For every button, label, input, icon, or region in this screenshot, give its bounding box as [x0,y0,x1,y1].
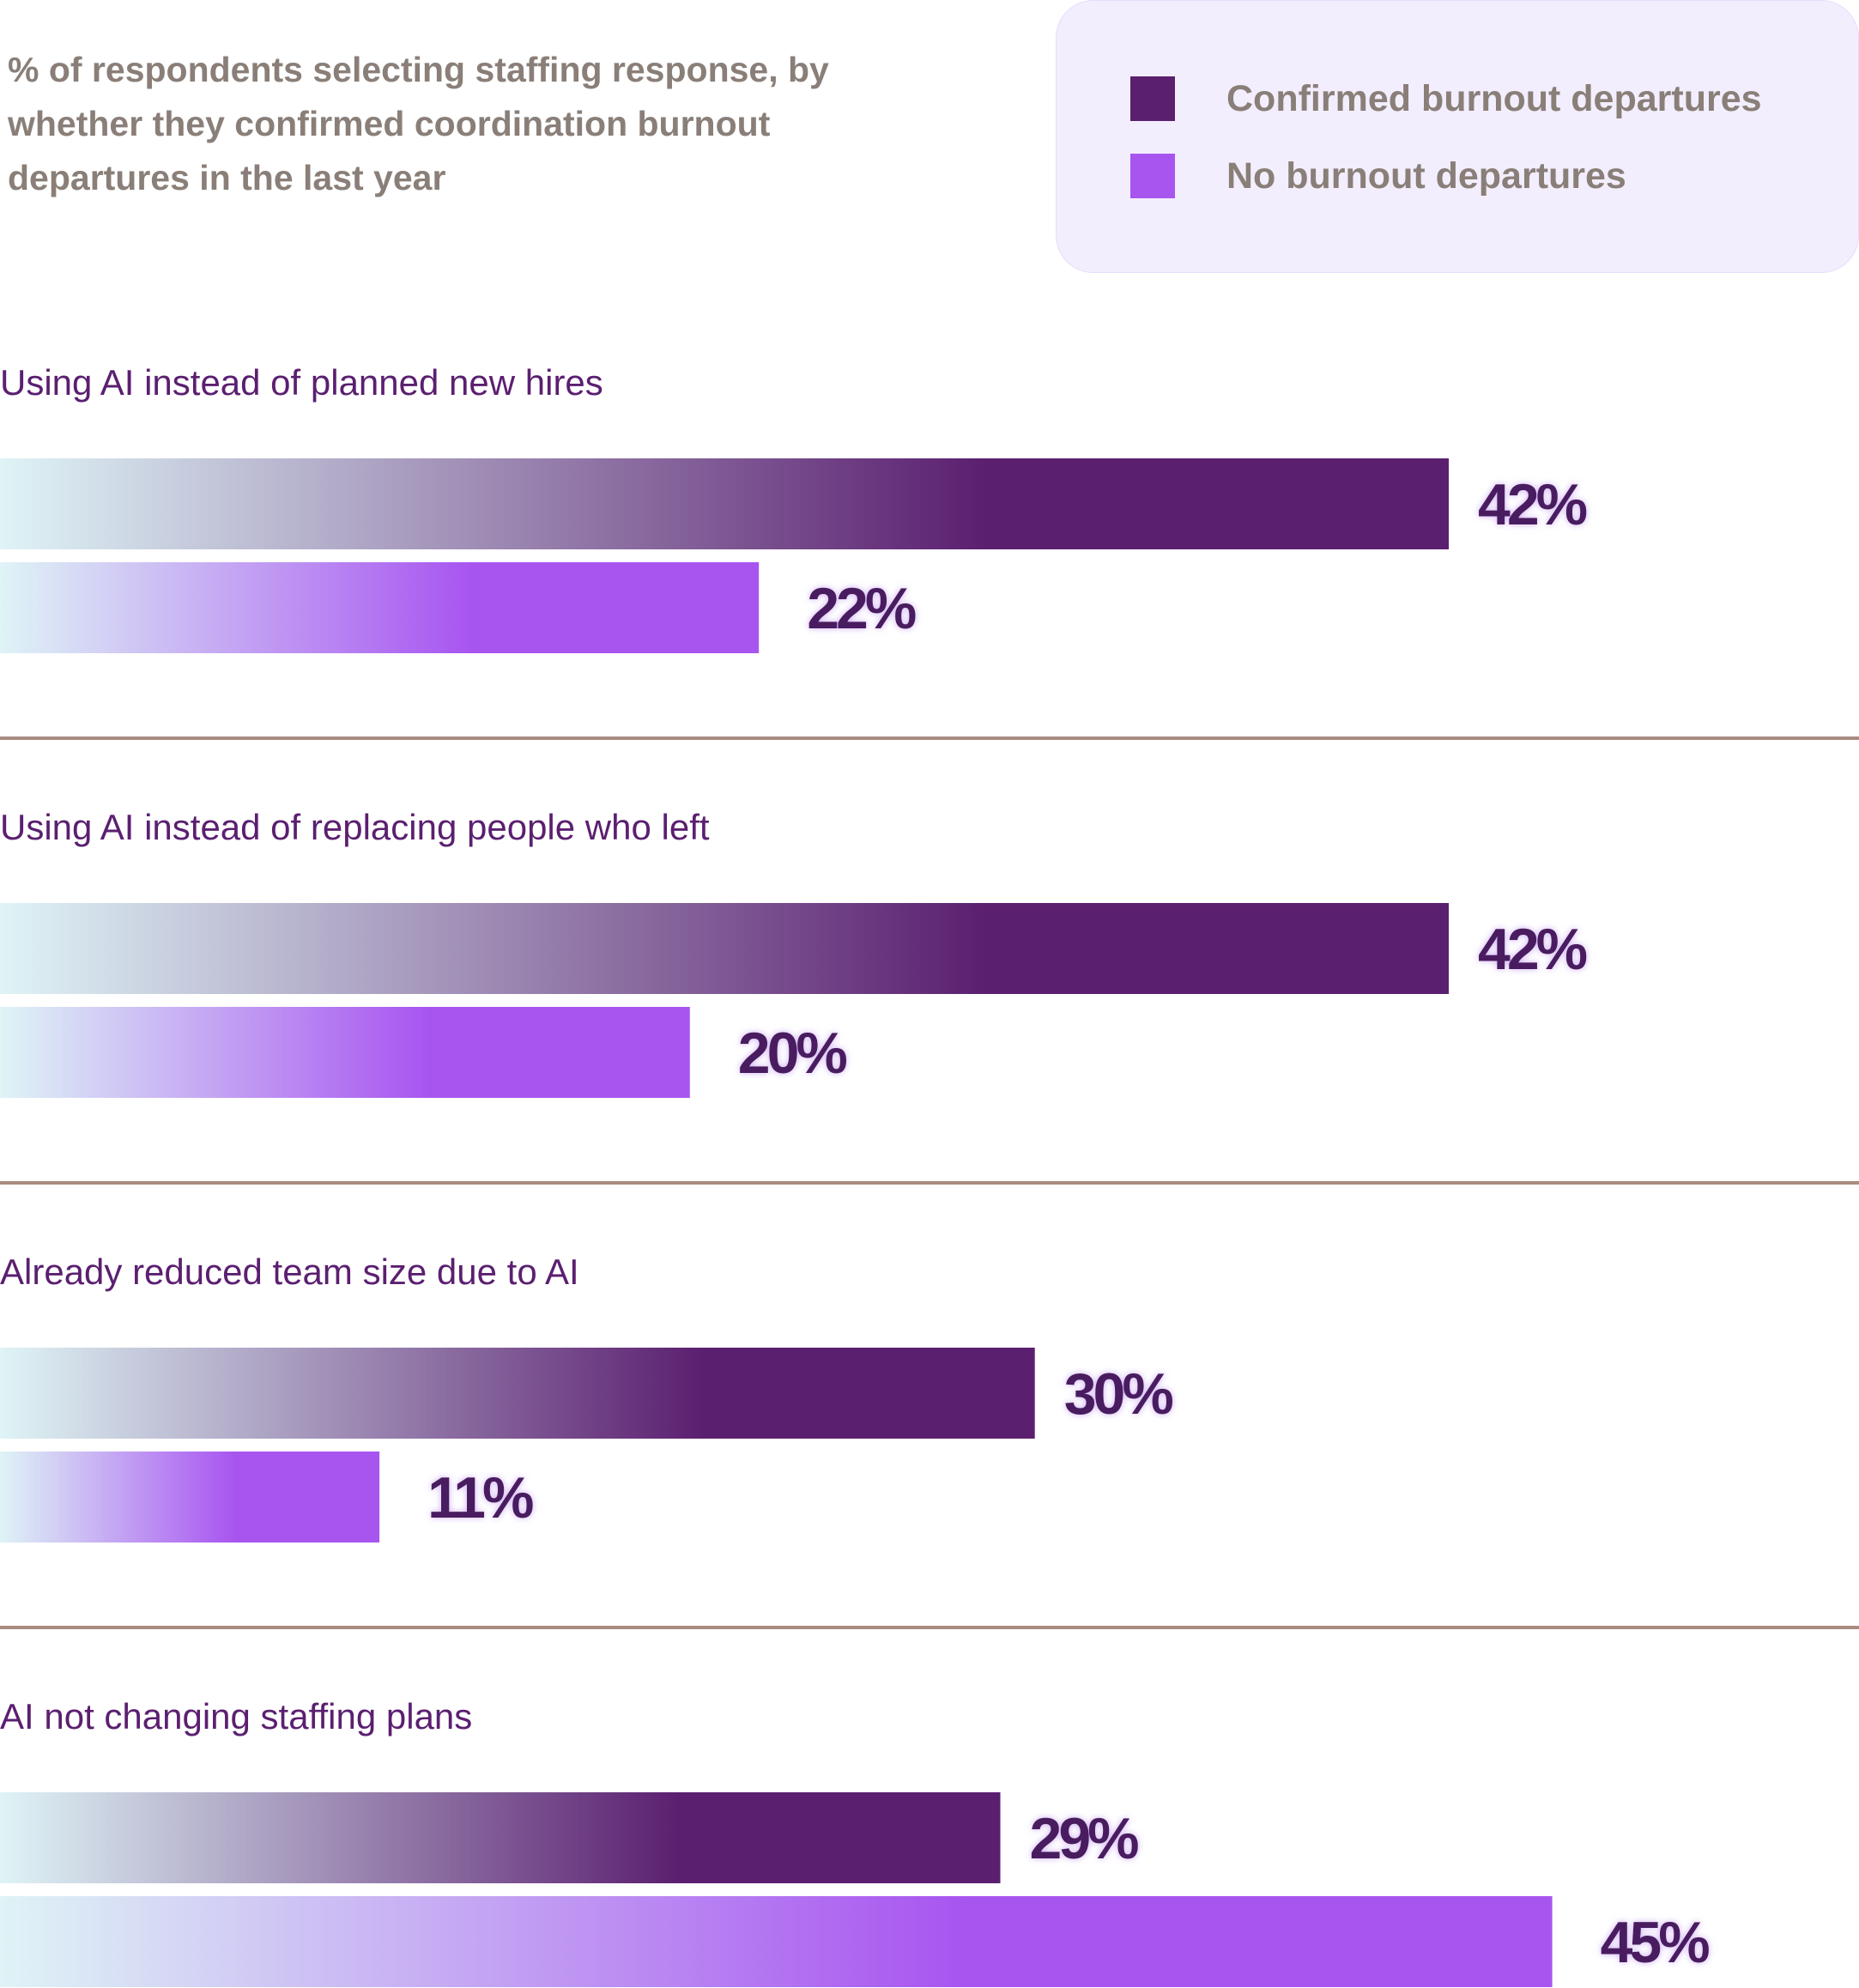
bar-confirmed-0 [0,458,1449,549]
bar-confirmed-2 [0,1348,1035,1439]
value-label-confirmed-1: 42% [1478,917,1587,982]
value-label-none-1: 20% [738,1021,847,1086]
bar-confirmed-1 [0,903,1449,994]
value-label-confirmed-0: 42% [1478,472,1587,537]
bar-none-0 [0,562,760,653]
value-label-none-2: 11% [427,1465,533,1530]
bar-none-3 [0,1896,1553,1987]
chart-subtitle: % of respondents selecting staffing resp… [8,50,829,197]
category-label-1: Using AI instead of replacing people who… [0,807,710,847]
legend-item-none: No burnout departures [1130,154,1626,198]
category-label-2: Already reduced team size due to AI [0,1252,579,1292]
legend-label-none: No burnout departures [1226,155,1626,197]
category-label-0: Using AI instead of planned new hires [0,362,603,403]
legend-swatch-none [1130,154,1175,198]
value-label-confirmed-3: 29% [1030,1806,1139,1871]
legend-swatch-confirmed [1130,76,1175,121]
category-label-3: AI not changing staffing plans [0,1696,472,1736]
legend-label-confirmed: Confirmed burnout departures [1226,77,1762,119]
bar-none-2 [0,1452,380,1543]
bar-confirmed-3 [0,1792,1001,1883]
legend-item-confirmed: Confirmed burnout departures [1130,76,1762,121]
value-label-none-3: 45% [1601,1910,1710,1975]
value-label-none-0: 22% [807,576,916,641]
value-label-confirmed-2: 30% [1064,1361,1173,1427]
bar-none-1 [0,1007,690,1098]
